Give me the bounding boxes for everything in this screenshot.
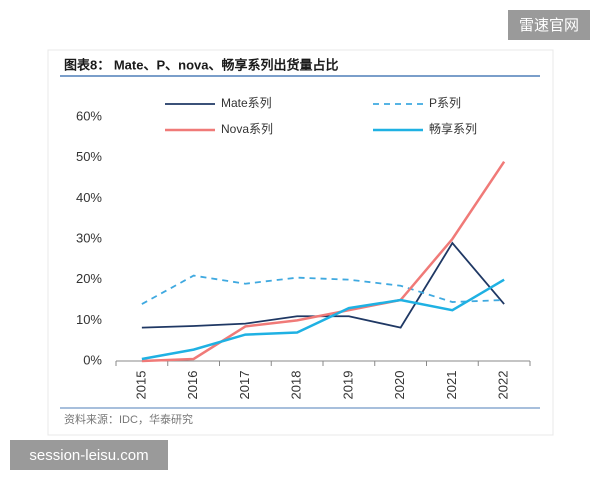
legend-label: 畅享系列 bbox=[429, 121, 477, 136]
y-tick-label: 0% bbox=[83, 352, 102, 367]
legend-label: Nova系列 bbox=[221, 122, 273, 136]
chart-card bbox=[47, 49, 554, 436]
source: 资料来源：IDC，华泰研究 bbox=[64, 412, 193, 426]
watermark: 雷速官网 bbox=[519, 17, 579, 34]
legend-label: P系列 bbox=[429, 96, 461, 110]
x-tick-label: 2018 bbox=[289, 371, 304, 400]
x-tick-label: 2020 bbox=[392, 371, 407, 400]
x-tick-label: 2017 bbox=[237, 371, 252, 400]
series-line bbox=[141, 161, 506, 363]
watermark-box bbox=[508, 10, 590, 40]
y-tick-label: 20% bbox=[76, 271, 102, 286]
x-tick-label: 2016 bbox=[185, 371, 200, 400]
watermark-box bbox=[10, 440, 168, 470]
y-tick-label: 10% bbox=[76, 312, 102, 327]
chart-title: 图表8： Mate、P、nova、畅享系列出货量占比 bbox=[64, 57, 338, 72]
x-tick-label: 2022 bbox=[496, 371, 511, 400]
x-tick-label: 2015 bbox=[133, 371, 148, 400]
x-tick-label: 2021 bbox=[444, 371, 459, 400]
series-line bbox=[141, 278, 505, 361]
y-tick-label: 50% bbox=[76, 149, 102, 164]
x-tick-label: 2019 bbox=[340, 371, 355, 400]
legend-label: Mate系列 bbox=[221, 96, 272, 110]
watermark: session-leisu.com bbox=[29, 447, 148, 464]
y-tick-label: 60% bbox=[76, 108, 102, 123]
y-tick-label: 40% bbox=[76, 190, 102, 205]
y-tick-label: 30% bbox=[76, 230, 102, 245]
series-line bbox=[141, 274, 505, 305]
